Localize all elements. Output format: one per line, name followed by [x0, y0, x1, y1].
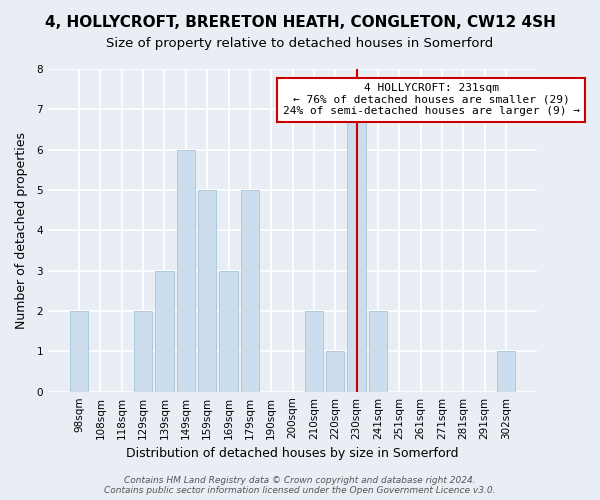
- Bar: [241, 190, 259, 392]
- Bar: [134, 311, 152, 392]
- X-axis label: Distribution of detached houses by size in Somerford: Distribution of detached houses by size …: [126, 447, 459, 460]
- Text: Contains HM Land Registry data © Crown copyright and database right 2024.
Contai: Contains HM Land Registry data © Crown c…: [104, 476, 496, 495]
- Bar: [369, 311, 387, 392]
- Bar: [198, 190, 216, 392]
- Bar: [177, 150, 195, 392]
- Text: 4 HOLLYCROFT: 231sqm
← 76% of detached houses are smaller (29)
24% of semi-detac: 4 HOLLYCROFT: 231sqm ← 76% of detached h…: [283, 83, 580, 116]
- Bar: [155, 270, 173, 392]
- Bar: [220, 270, 238, 392]
- Bar: [305, 311, 323, 392]
- Text: Size of property relative to detached houses in Somerford: Size of property relative to detached ho…: [106, 38, 494, 51]
- Bar: [497, 352, 515, 392]
- Bar: [326, 352, 344, 392]
- Y-axis label: Number of detached properties: Number of detached properties: [15, 132, 28, 329]
- Text: 4, HOLLYCROFT, BRERETON HEATH, CONGLETON, CW12 4SH: 4, HOLLYCROFT, BRERETON HEATH, CONGLETON…: [44, 15, 556, 30]
- Bar: [347, 110, 365, 392]
- Bar: [70, 311, 88, 392]
